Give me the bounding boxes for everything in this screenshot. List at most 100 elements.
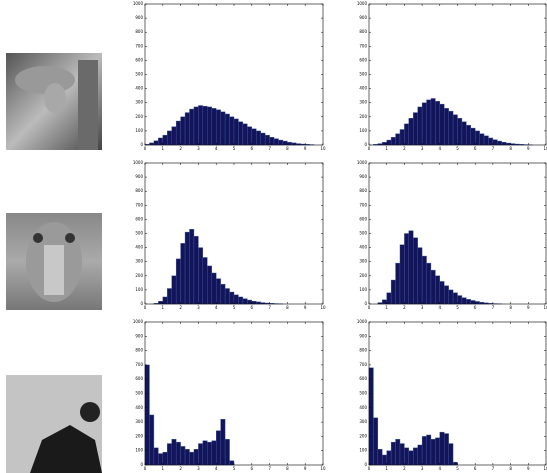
y-tick-label: 0 <box>140 462 143 467</box>
histogram-bar <box>287 141 293 146</box>
histogram-bar <box>247 126 253 146</box>
y-tick-label: 700 <box>135 362 143 367</box>
histogram-bar <box>488 137 494 146</box>
histogram-bar <box>390 441 396 466</box>
histogram-bar <box>399 443 405 466</box>
x-tick-label: 8 <box>509 466 512 471</box>
histogram-bar <box>180 116 186 146</box>
y-tick-label: 900 <box>135 174 143 179</box>
histogram-bar <box>386 450 392 466</box>
histogram-bar <box>421 102 427 146</box>
x-tick-label: 1 <box>385 146 388 151</box>
x-tick-label: 10 <box>543 305 547 310</box>
histogram-bar <box>184 231 190 305</box>
x-tick-label: 0 <box>144 305 147 310</box>
histogram-bar <box>247 299 253 305</box>
y-tick-label: 200 <box>359 114 367 119</box>
histogram-bar <box>461 297 467 305</box>
x-tick-label: 8 <box>509 146 512 151</box>
histogram-bar <box>452 292 458 305</box>
x-tick-label: 8 <box>286 146 289 151</box>
histogram-bar <box>435 275 441 305</box>
histogram-bar <box>430 269 436 305</box>
y-tick-label: 100 <box>359 128 367 133</box>
histogram-bar <box>452 461 458 466</box>
histogram-bar <box>408 230 414 305</box>
x-tick-label: 1 <box>162 146 165 151</box>
histogram-bar <box>395 439 401 466</box>
histogram-bar <box>382 299 387 305</box>
histogram-bar <box>430 98 436 146</box>
x-tick-label: 7 <box>268 466 271 471</box>
x-tick-label: 1 <box>162 466 165 471</box>
histogram-bar <box>189 451 195 466</box>
histogram-bar <box>224 439 230 466</box>
x-tick-label: 10 <box>320 305 326 310</box>
histogram-bar <box>264 134 270 146</box>
histogram-bar <box>193 236 199 305</box>
x-tick-label: 10 <box>543 146 547 151</box>
x-tick-label: 6 <box>474 305 477 310</box>
x-tick-label: 1 <box>162 305 165 310</box>
y-tick-label: 800 <box>135 348 143 353</box>
y-tick-label: 400 <box>135 86 143 91</box>
photo-baboon <box>6 213 102 310</box>
y-tick-label: 400 <box>135 405 143 410</box>
y-tick-label: 700 <box>359 362 367 367</box>
y-tick-label: 900 <box>359 333 367 338</box>
histogram-bar <box>439 281 445 305</box>
x-tick-label: 7 <box>492 146 495 151</box>
histogram-bar <box>461 121 467 146</box>
y-tick-label: 200 <box>359 433 367 438</box>
y-tick-label: 800 <box>359 348 367 353</box>
histogram-bar <box>475 301 480 305</box>
histogram-bar <box>444 433 449 466</box>
histogram-bar <box>368 367 374 466</box>
histogram-bar <box>386 292 392 305</box>
y-tick-label: 100 <box>135 128 143 133</box>
x-tick-label: 2 <box>179 305 182 310</box>
histogram-bar <box>382 454 387 466</box>
x-tick-label: 2 <box>179 146 182 151</box>
x-tick-label: 5 <box>233 305 236 310</box>
y-tick-label: 100 <box>359 448 367 453</box>
histogram-bar <box>291 142 297 146</box>
x-tick-label: 6 <box>474 466 477 471</box>
x-tick-label: 3 <box>421 146 424 151</box>
x-tick-label: 3 <box>197 146 200 151</box>
y-tick-label: 0 <box>364 462 367 467</box>
histogram-bar <box>167 288 172 305</box>
y-tick-label: 100 <box>135 448 143 453</box>
histogram-bar <box>171 126 177 146</box>
x-tick-label: 0 <box>144 466 147 471</box>
x-tick-label: 6 <box>474 146 477 151</box>
x-tick-label: 0 <box>368 466 371 471</box>
histogram-bar <box>162 296 168 305</box>
x-tick-label: 2 <box>403 466 406 471</box>
x-tick-label: 5 <box>456 146 459 151</box>
x-tick-label: 5 <box>456 466 459 471</box>
histogram-bar <box>189 108 195 146</box>
y-tick-label: 600 <box>359 57 367 62</box>
x-tick-label: 0 <box>144 146 147 151</box>
y-tick-label: 900 <box>135 333 143 338</box>
x-tick-label: 4 <box>439 146 442 151</box>
histogram-bar <box>202 106 208 146</box>
histogram-bar <box>399 129 405 146</box>
histogram-bar <box>497 140 502 146</box>
histogram-bar <box>256 130 261 146</box>
histogram-bar <box>193 449 199 466</box>
y-tick-label: 300 <box>359 259 367 264</box>
histogram-bar <box>413 237 418 305</box>
x-tick-label: 9 <box>527 466 530 471</box>
y-tick-label: 0 <box>364 301 367 306</box>
x-tick-label: 6 <box>251 466 254 471</box>
histogram-bar <box>175 120 181 146</box>
y-tick-label: 1000 <box>133 160 144 165</box>
histogram-bar <box>417 247 423 305</box>
histogram-bar <box>269 137 275 146</box>
histogram-bar <box>238 121 244 146</box>
x-tick-label: 5 <box>456 305 459 310</box>
histogram-bar <box>198 247 204 305</box>
x-tick-label: 5 <box>233 146 236 151</box>
